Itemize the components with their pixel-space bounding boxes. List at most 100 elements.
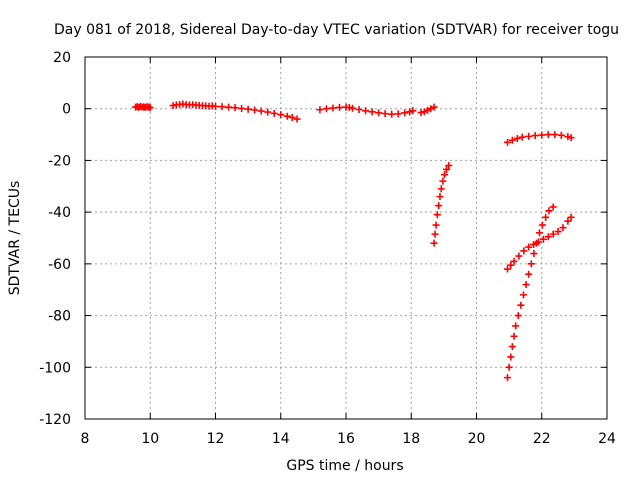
data-point-marker bbox=[288, 114, 296, 122]
data-point-marker bbox=[335, 103, 343, 111]
data-point-marker bbox=[522, 281, 530, 289]
data-point-marker bbox=[533, 239, 541, 247]
data-point-marker bbox=[507, 353, 515, 361]
data-point-marker bbox=[525, 243, 533, 251]
data-point-marker bbox=[437, 185, 445, 193]
data-point-marker bbox=[394, 110, 402, 118]
data-point-marker bbox=[538, 221, 546, 229]
data-point-marker bbox=[567, 134, 575, 142]
data-point-marker bbox=[277, 111, 285, 119]
data-point-marker bbox=[542, 213, 550, 221]
data-point-marker bbox=[218, 103, 226, 111]
data-point-marker bbox=[430, 103, 438, 111]
data-point-marker bbox=[544, 233, 552, 241]
data-point-marker bbox=[439, 177, 447, 185]
x-tick-label: 18 bbox=[402, 431, 420, 447]
y-tick-label: -20 bbox=[48, 153, 71, 169]
x-tick-label: 8 bbox=[81, 431, 90, 447]
data-point-marker bbox=[544, 131, 552, 139]
data-point-marker bbox=[433, 211, 441, 219]
data-point-marker bbox=[545, 207, 553, 215]
data-point-marker bbox=[512, 322, 520, 330]
data-point-marker bbox=[503, 138, 511, 146]
data-point-marker bbox=[375, 109, 383, 117]
data-point-marker bbox=[381, 110, 389, 118]
data-point-marker bbox=[231, 104, 239, 112]
data-point-marker bbox=[508, 136, 516, 144]
y-tick-label: -80 bbox=[48, 309, 71, 325]
data-point-marker bbox=[244, 105, 252, 113]
y-tick-label: 20 bbox=[53, 50, 71, 66]
data-point-marker bbox=[388, 110, 396, 118]
data-point-marker bbox=[293, 115, 301, 123]
data-point-marker bbox=[283, 112, 291, 120]
data-point-marker bbox=[355, 105, 363, 113]
data-point-marker bbox=[518, 133, 526, 141]
data-point-marker bbox=[441, 171, 449, 179]
x-tick-label: 16 bbox=[337, 431, 355, 447]
data-point-marker bbox=[503, 265, 511, 273]
data-point-marker bbox=[225, 103, 233, 111]
data-point-marker bbox=[510, 332, 518, 340]
data-point-marker bbox=[539, 235, 547, 243]
data-point-marker bbox=[557, 131, 565, 139]
data-point-marker bbox=[503, 374, 511, 382]
y-axis-label: SDTVAR / TECUs bbox=[7, 181, 23, 296]
data-point-marker bbox=[535, 229, 543, 237]
data-point-marker bbox=[238, 104, 246, 112]
y-tick-label: -60 bbox=[48, 257, 71, 273]
data-point-marker bbox=[322, 105, 330, 113]
data-point-marker bbox=[549, 203, 557, 211]
data-point-marker bbox=[442, 165, 450, 173]
data-point-marker bbox=[430, 239, 438, 247]
data-point-marker bbox=[362, 107, 370, 115]
data-point-marker bbox=[435, 202, 443, 210]
data-point-marker bbox=[401, 109, 409, 117]
data-point-marker bbox=[514, 312, 522, 320]
data-point-marker bbox=[525, 132, 533, 140]
y-tick-label: -40 bbox=[48, 205, 71, 221]
data-point-marker bbox=[409, 107, 417, 115]
y-tick-label: -120 bbox=[39, 412, 71, 428]
data-point-marker bbox=[431, 230, 439, 238]
data-point-marker bbox=[212, 102, 219, 110]
x-tick-labels: 8 10 12 14 16 18 20 22 24 bbox=[81, 431, 616, 447]
data-point-marker bbox=[559, 224, 567, 232]
data-point-marker bbox=[146, 104, 154, 112]
plot-frame bbox=[84, 56, 608, 420]
data-point-marker bbox=[519, 291, 527, 299]
data-point-marker bbox=[406, 108, 414, 116]
data-point-marker bbox=[445, 162, 453, 170]
data-point-marker bbox=[507, 261, 515, 269]
x-axis-label: GPS time / hours bbox=[286, 458, 403, 474]
data-point-marker bbox=[436, 193, 444, 201]
x-tick-label: 20 bbox=[468, 431, 486, 447]
x-tick-label: 14 bbox=[272, 431, 290, 447]
x-tick-label: 24 bbox=[598, 431, 616, 447]
data-point-marker bbox=[316, 106, 324, 114]
data-point-marker bbox=[329, 104, 337, 112]
y-tick-label: -100 bbox=[39, 360, 71, 376]
data-point-marker bbox=[530, 250, 538, 258]
data-point-marker bbox=[505, 363, 513, 371]
data-point-marker bbox=[564, 133, 572, 141]
data-point-marker bbox=[251, 106, 259, 114]
data-point-marker bbox=[349, 104, 357, 112]
data-point-marker bbox=[527, 260, 535, 268]
x-tick-label: 10 bbox=[141, 431, 159, 447]
data-point-marker bbox=[567, 213, 575, 221]
data-point-marker bbox=[513, 134, 521, 142]
data-point-marker bbox=[515, 252, 523, 260]
data-point-marker bbox=[551, 131, 559, 139]
data-point-marker bbox=[368, 108, 376, 116]
data-points bbox=[132, 100, 575, 382]
data-point-marker bbox=[531, 132, 539, 140]
data-point-marker bbox=[264, 108, 272, 116]
data-point-marker bbox=[564, 217, 572, 225]
data-point-marker bbox=[510, 257, 518, 265]
chart-title: Day 081 of 2018, Sidereal Day-to-day VTE… bbox=[54, 22, 619, 38]
data-point-marker bbox=[520, 247, 528, 255]
y-tick-labels: -120 -100 -80 -60 -40 -20 0 20 bbox=[39, 50, 71, 428]
